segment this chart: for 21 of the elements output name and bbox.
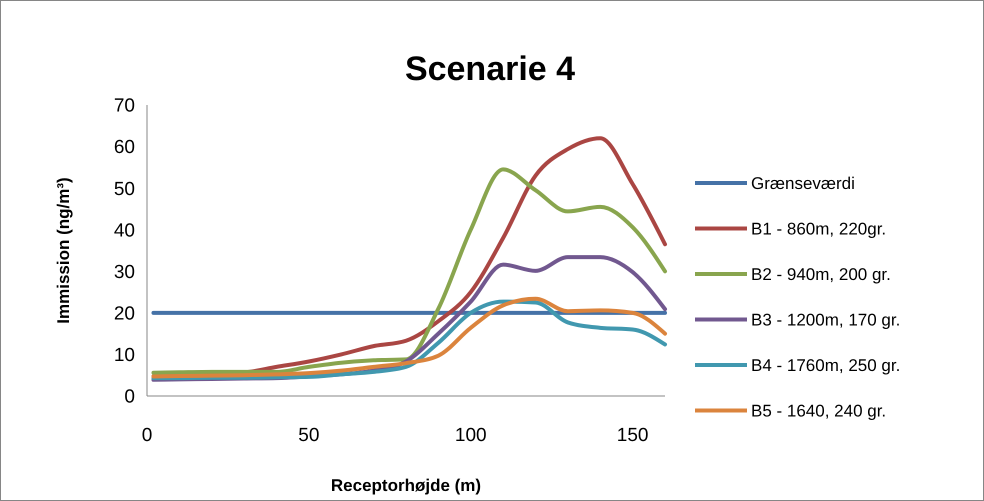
chart-title: Scenarie 4 — [404, 50, 576, 88]
x-tick-label: 50 — [298, 425, 320, 446]
y-axis-title: Immission (ng/m³) — [54, 177, 73, 324]
x-axis-title: Receptorhøjde (m) — [330, 476, 482, 495]
x-tick-label: 100 — [454, 425, 487, 446]
y-tick-label: 30 — [114, 262, 135, 283]
legend-label: B5 - 1640, 240 gr. — [751, 401, 886, 420]
y-tick-label: 20 — [114, 304, 135, 325]
legend-label: B1 - 860m, 220gr. — [751, 219, 886, 238]
y-tick-label: 10 — [114, 345, 135, 366]
x-tick-label: 150 — [616, 425, 648, 446]
x-tick-label: 0 — [142, 425, 152, 446]
y-tick-label: 50 — [114, 178, 135, 200]
legend-label: Grænseværdi — [751, 174, 855, 193]
y-tick-label: 0 — [124, 386, 135, 408]
y-tick-label: 40 — [114, 220, 135, 242]
legend-label: B4 - 1760m, 250 gr. — [751, 356, 900, 375]
y-tick-label: 60 — [114, 137, 135, 158]
y-tick-label: 70 — [114, 96, 135, 117]
legend-label: B2 - 940m, 200 gr. — [751, 264, 891, 284]
legend-label: B3 - 1200m, 170 gr. — [751, 310, 900, 330]
